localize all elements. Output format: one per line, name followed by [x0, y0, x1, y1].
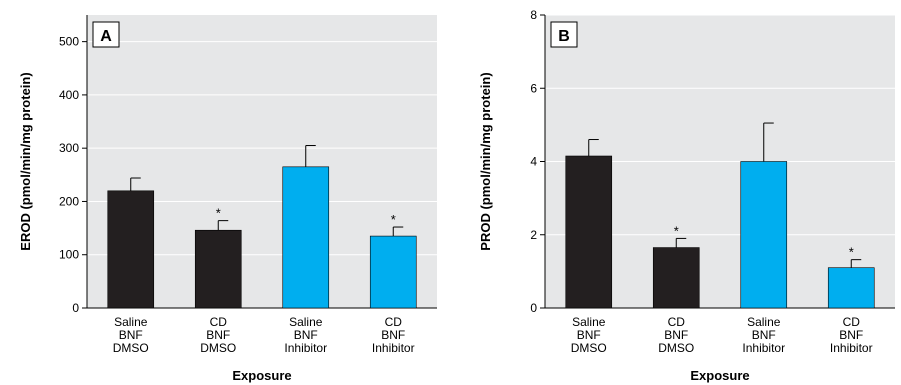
bar	[194, 229, 242, 309]
x-category-label: CD	[210, 315, 228, 329]
x-category-label: CD	[843, 315, 861, 329]
x-category-label: BNF	[119, 328, 143, 342]
x-category-label: CD	[385, 315, 403, 329]
y-tick-label: 6	[530, 81, 537, 95]
bar	[652, 247, 700, 309]
y-tick-label: 0	[72, 301, 79, 315]
x-category-label: DMSO	[200, 341, 236, 355]
x-category-label: Saline	[747, 315, 781, 329]
x-category-label: Saline	[114, 315, 148, 329]
significance-mark: *	[391, 212, 396, 227]
y-tick-label: 100	[59, 248, 79, 262]
x-category-label: DMSO	[113, 341, 149, 355]
y-tick-label: 2	[530, 228, 537, 242]
panel-label: B	[558, 28, 570, 45]
x-category-label: BNF	[752, 328, 776, 342]
chart-panel-b: 02468SalineBNFDMSO*CDBNFDMSOSalineBNFInh…	[478, 8, 895, 383]
y-tick-label: 0	[530, 301, 537, 315]
x-category-label: BNF	[577, 328, 601, 342]
bar	[827, 267, 875, 309]
bar	[565, 155, 613, 309]
x-axis-title: Exposure	[690, 368, 749, 383]
x-category-label: BNF	[664, 328, 688, 342]
x-category-label: DMSO	[571, 341, 607, 355]
panel-label-box	[550, 21, 578, 48]
x-category-label: Inhibitor	[830, 341, 873, 355]
x-category-label: BNF	[206, 328, 230, 342]
panel-label: A	[100, 28, 112, 45]
y-tick-label: 500	[59, 35, 79, 49]
x-category-label: BNF	[381, 328, 405, 342]
bar	[369, 235, 417, 309]
y-tick-label: 300	[59, 141, 79, 155]
significance-mark: *	[216, 206, 221, 221]
x-category-label: Inhibitor	[284, 341, 327, 355]
x-category-label: Inhibitor	[742, 341, 785, 355]
significance-mark: *	[674, 223, 679, 238]
chart-panel-a: 0100200300400500SalineBNFDMSO*CDBNFDMSOS…	[18, 15, 437, 383]
x-axis-title: Exposure	[232, 368, 291, 383]
bar	[107, 190, 155, 309]
x-category-label: Inhibitor	[372, 341, 415, 355]
x-category-label: Saline	[572, 315, 606, 329]
y-axis-title: EROD (pmol/min/mg protein)	[18, 72, 33, 250]
x-category-label: BNF	[839, 328, 863, 342]
y-tick-label: 200	[59, 194, 79, 208]
y-tick-label: 8	[530, 8, 537, 22]
y-tick-label: 4	[530, 155, 537, 169]
x-category-label: BNF	[294, 328, 318, 342]
bar	[740, 161, 788, 309]
y-axis-title: PROD (pmol/min/mg protein)	[478, 72, 493, 250]
x-category-label: Saline	[289, 315, 323, 329]
y-tick-label: 400	[59, 88, 79, 102]
x-category-label: DMSO	[658, 341, 694, 355]
x-category-label: CD	[668, 315, 686, 329]
significance-mark: *	[849, 245, 854, 260]
bar	[282, 166, 330, 309]
panel-label-box	[92, 21, 120, 48]
